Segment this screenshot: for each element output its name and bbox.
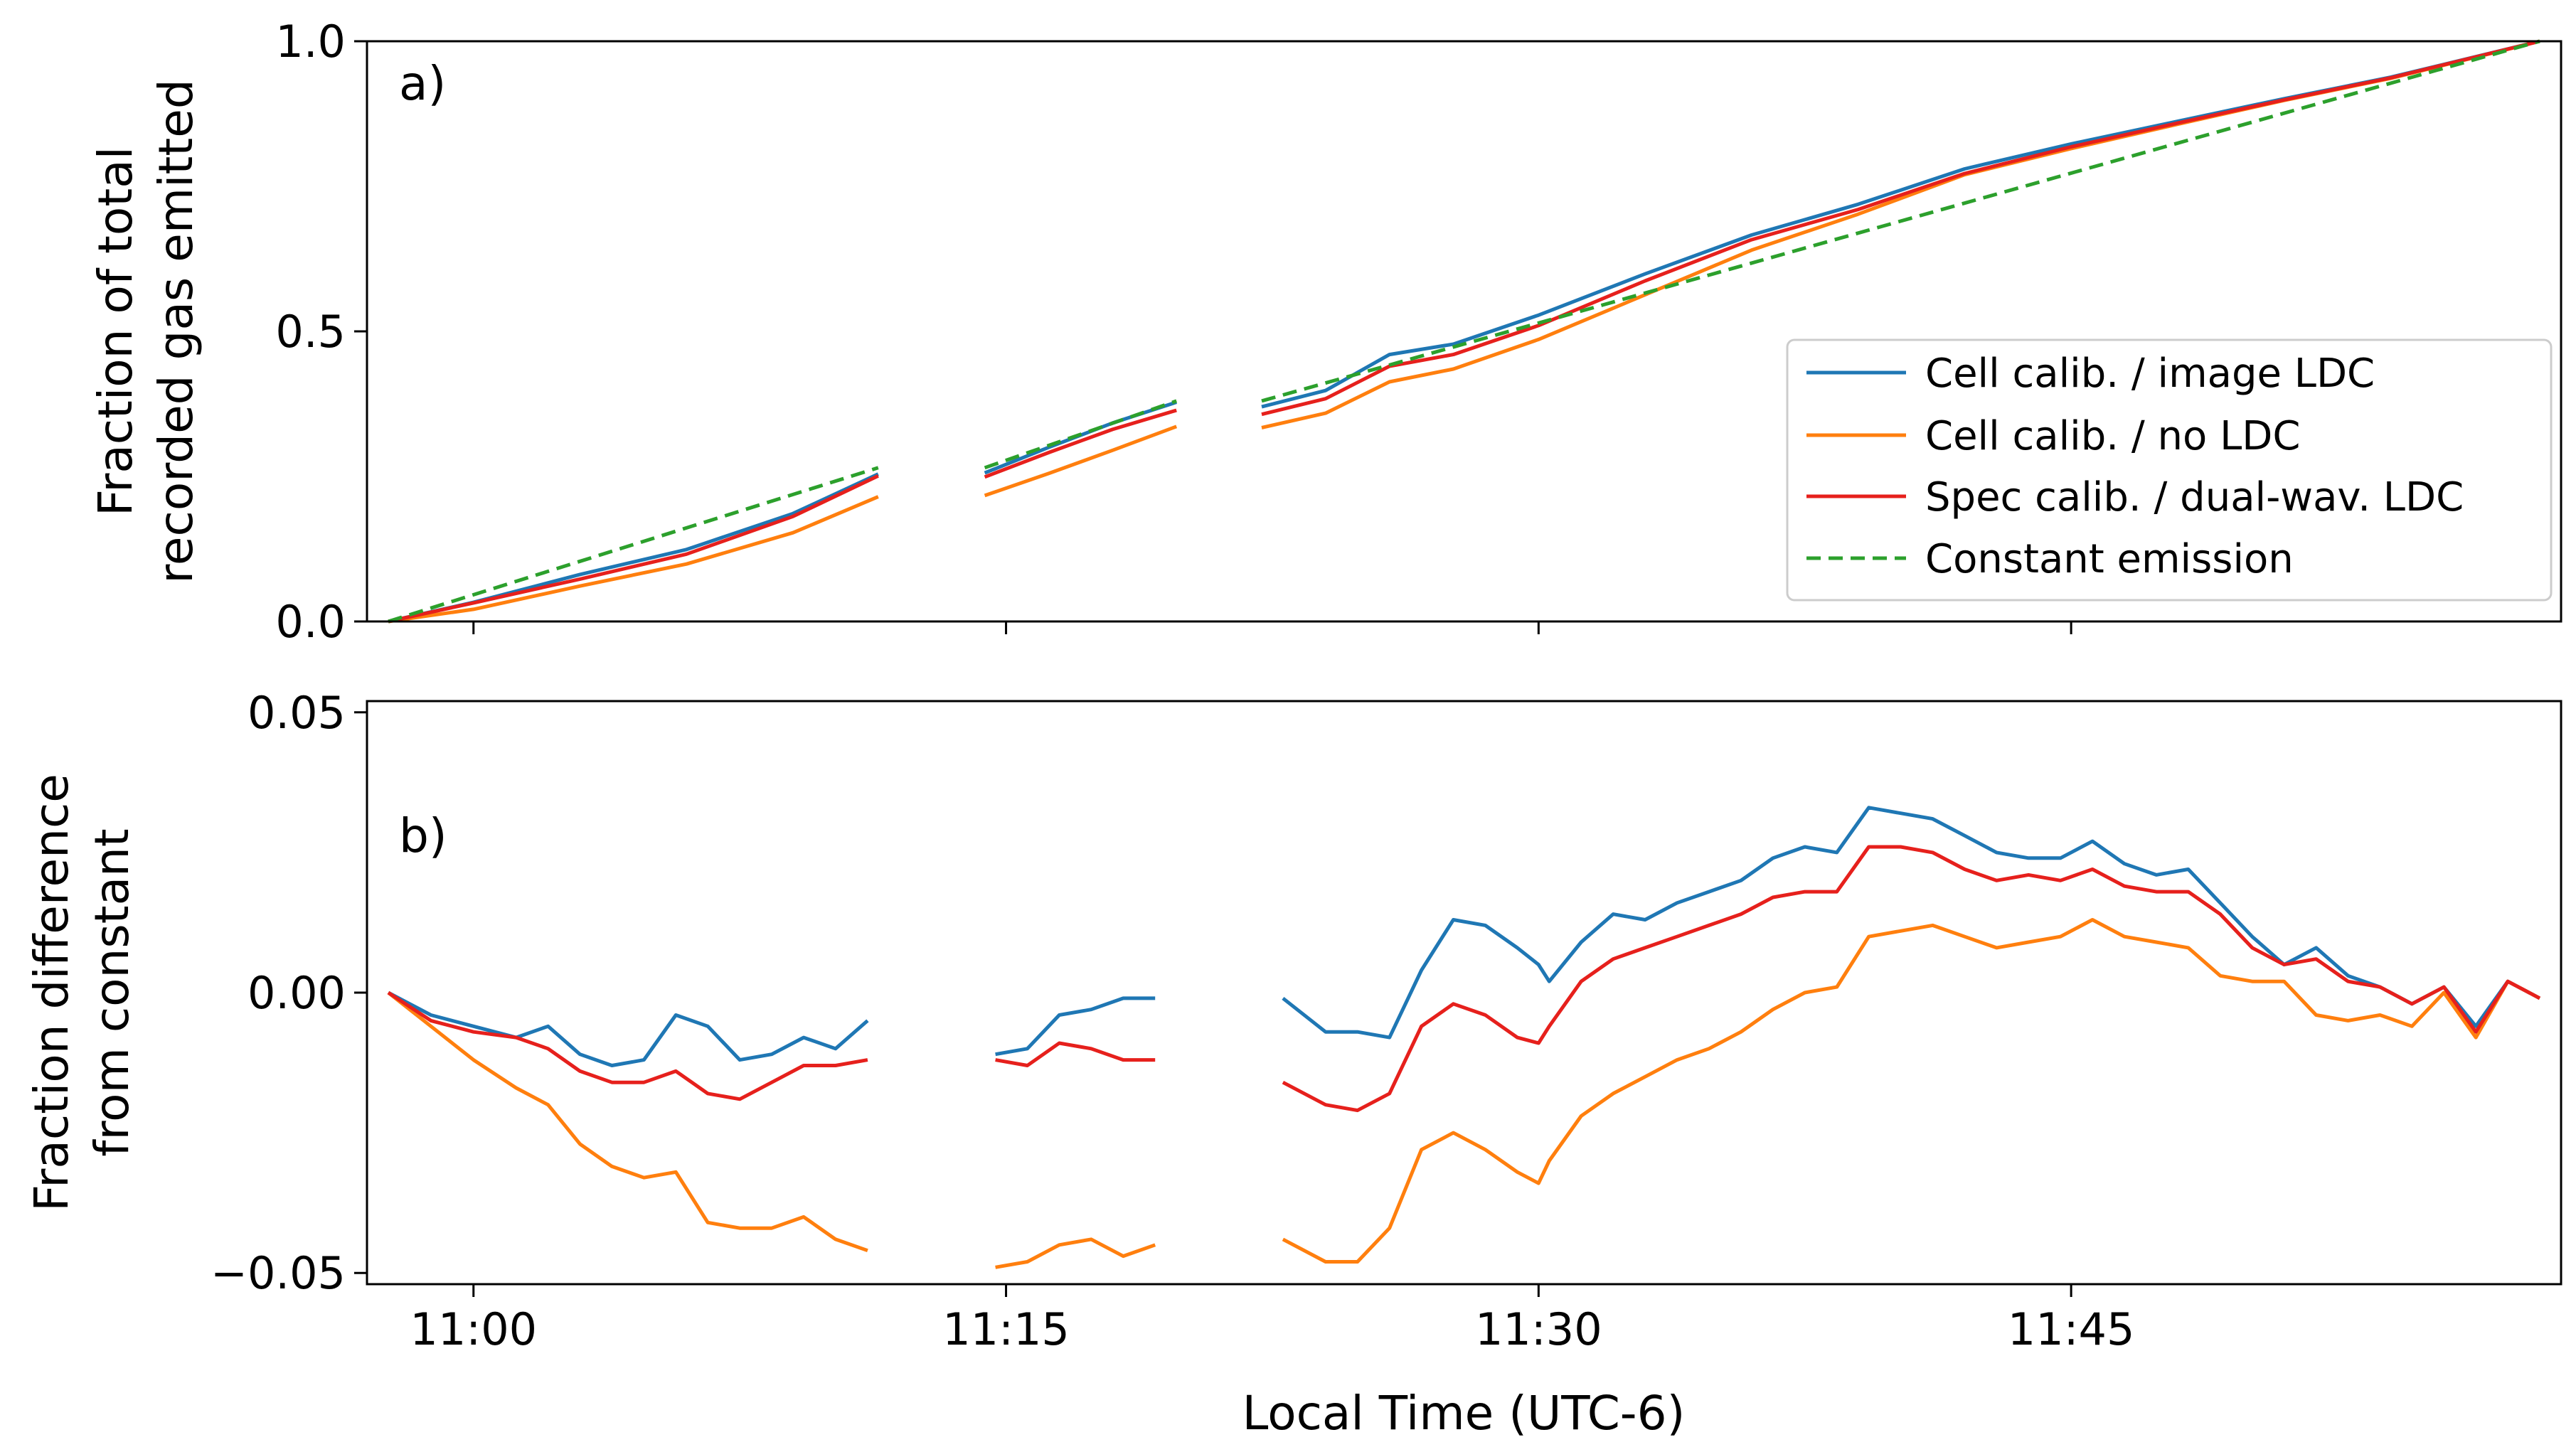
panel-b-series-spec-calib-dual-wav-ldc-segment-3 bbox=[1282, 845, 2541, 1113]
panel-a-axes: 0.0 0.5 1.0 bbox=[275, 16, 2072, 648]
panel-a-ytick-label: 0.5 bbox=[275, 306, 346, 358]
panel-a-series-cell-calib-no-ldc-segment-1 bbox=[388, 495, 879, 624]
panel-a-series-constant-emission-segment-2 bbox=[984, 399, 1178, 470]
legend-frame bbox=[1786, 338, 2553, 602]
x-axis-label: Local Time (UTC-6) bbox=[1242, 1386, 1686, 1441]
legend-label-cell-no-ldc: Cell calib. / no LDC bbox=[1925, 413, 2301, 459]
panel-a-series-cell-calib-no-ldc-segment-2 bbox=[984, 425, 1178, 498]
legend: Cell calib. / image LDC Cell calib. / no… bbox=[1786, 338, 2553, 602]
panel-b-ytick-label: −0.05 bbox=[211, 1247, 346, 1299]
panel-b-series-cell-calib-image-ldc-segment-3 bbox=[1282, 806, 2541, 1040]
panel-b-series-cell-calib-no-ldc-segment-3 bbox=[1282, 918, 2541, 1264]
panel-b-ylabel-line-1: Fraction difference bbox=[24, 774, 79, 1212]
panel-a: 0.0 0.5 1.0 Fraction of total recorded gas… bbox=[88, 16, 2562, 648]
panel-b: 0.05 0.00 −0.05 11:00 11:15 11:30 11:45 Fracti… bbox=[24, 687, 2562, 1441]
panel-b-ylabel-line-2: from constant bbox=[85, 828, 139, 1156]
panel-b-series-spec-calib-dual-wav-ldc-segment-2 bbox=[995, 1041, 1156, 1067]
panel-a-ytick-label: 0.0 bbox=[275, 596, 346, 648]
panel-a-label: a) bbox=[399, 56, 446, 111]
panel-b-ytick-label: 0.05 bbox=[248, 687, 346, 739]
panel-a-series-spec-calib-dual-wav-ldc-segment-3 bbox=[1261, 39, 2540, 417]
panel-b-xtick-label: 11:45 bbox=[2008, 1303, 2135, 1355]
panel-b-series-spec-calib-dual-wav-ldc-segment-1 bbox=[387, 991, 868, 1101]
panel-b-series-cell-calib-image-ldc-segment-2 bbox=[995, 996, 1156, 1057]
panel-a-ylabel-line-1: Fraction of total bbox=[88, 146, 143, 516]
legend-label-constant-emission: Constant emission bbox=[1925, 536, 2294, 582]
legend-label-spec-dual-wav-ldc: Spec calib. / dual-wav. LDC bbox=[1925, 474, 2464, 520]
panel-b-ytick-label: 0.00 bbox=[248, 967, 346, 1019]
panel-b-xtick-label: 11:15 bbox=[942, 1303, 1070, 1355]
panel-b-plot-area bbox=[387, 806, 2541, 1269]
panel-b-xtick-label: 11:00 bbox=[410, 1303, 537, 1355]
panel-b-axes: 0.05 0.00 −0.05 11:00 11:15 11:30 11:45 bbox=[211, 687, 2134, 1355]
panel-b-series-cell-calib-no-ldc-segment-1 bbox=[387, 991, 868, 1253]
panel-b-series-cell-calib-image-ldc-segment-1 bbox=[387, 991, 869, 1067]
panel-a-series-constant-emission-segment-1 bbox=[388, 466, 879, 624]
panel-a-series-constant-emission-segment-3 bbox=[1261, 39, 2540, 403]
panel-b-series-cell-calib-no-ldc-segment-2 bbox=[995, 1237, 1156, 1269]
panel-a-ytick-label: 1.0 bbox=[275, 16, 346, 68]
panel-a-series-spec-calib-dual-wav-ldc-segment-1 bbox=[388, 474, 879, 624]
panel-b-xtick-label: 11:30 bbox=[1475, 1303, 1602, 1355]
legend-label-cell-image-ldc: Cell calib. / image LDC bbox=[1925, 351, 2375, 397]
panel-a-ylabel-line-2: recorded gas emitted bbox=[149, 79, 203, 584]
panel-a-plot-area bbox=[388, 39, 2540, 624]
panel-a-series-spec-calib-dual-wav-ldc-segment-2 bbox=[984, 408, 1177, 479]
panel-b-label: b) bbox=[399, 808, 447, 863]
